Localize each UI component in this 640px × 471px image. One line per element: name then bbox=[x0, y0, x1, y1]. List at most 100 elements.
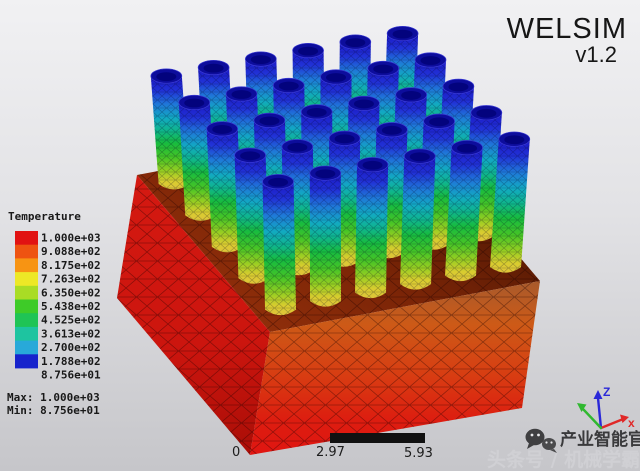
pin-top-cap-inner bbox=[401, 91, 422, 100]
legend-band bbox=[15, 354, 38, 369]
legend-band bbox=[15, 285, 38, 300]
pin-top-cap-inner bbox=[457, 143, 478, 153]
legend-value: 2.700e+02 bbox=[41, 341, 101, 354]
pin-top-cap-inner bbox=[315, 169, 336, 179]
pin-mesh bbox=[490, 139, 530, 273]
legend-value: 4.525e+02 bbox=[41, 314, 101, 327]
pin-mesh bbox=[234, 155, 270, 284]
pin-top-cap-inner bbox=[409, 152, 430, 162]
legend-value: 1.000e+03 bbox=[41, 232, 101, 245]
pin-fin bbox=[309, 165, 342, 307]
pin-fin bbox=[445, 140, 483, 282]
watermark-line2: 头条号 / 机械学霸 bbox=[487, 448, 640, 471]
legend-band bbox=[15, 340, 38, 355]
wechat-icon bbox=[525, 428, 557, 453]
legend-max: Max: 1.000e+03 bbox=[7, 391, 100, 404]
pin-top-cap-inner bbox=[345, 38, 366, 48]
pin-top-cap-inner bbox=[212, 125, 233, 134]
watermark-line1: 产业智能官 bbox=[560, 429, 640, 450]
app-brand: WELSIM v1.2 bbox=[507, 13, 627, 67]
legend-value: 7.263e+02 bbox=[41, 273, 101, 286]
pin-top-cap-inner bbox=[259, 116, 280, 126]
pin-top-cap-inner bbox=[203, 63, 224, 73]
legend-value: 1.788e+02 bbox=[41, 355, 101, 368]
legend-min: Min: 8.756e+01 bbox=[7, 404, 100, 417]
pin-top-cap-inner bbox=[278, 81, 299, 91]
app-version: v1.2 bbox=[575, 42, 617, 67]
pin-top-cap-inner bbox=[298, 46, 319, 56]
pin-mesh bbox=[445, 147, 483, 282]
legend-band bbox=[15, 231, 38, 246]
pin-top-cap-inner bbox=[240, 151, 261, 161]
base-right-mesh bbox=[250, 281, 540, 455]
pin-top-cap-inner bbox=[373, 64, 394, 74]
ruler-end-label: 5.93 bbox=[404, 446, 433, 461]
x-axis-label: x bbox=[628, 416, 635, 430]
pin-fin bbox=[262, 174, 297, 316]
heatsink-base-front-faces bbox=[117, 175, 540, 455]
pin-top-cap-inner bbox=[184, 98, 205, 108]
pin-fin-array bbox=[150, 25, 531, 316]
pin-top-cap-inner bbox=[381, 125, 402, 135]
ruler-mid-label: 2.97 bbox=[316, 445, 345, 460]
pin-top-cap-inner bbox=[156, 72, 177, 82]
legend-band bbox=[15, 258, 38, 273]
wechat-bubble-large-tail bbox=[527, 443, 534, 449]
pin-top-cap-inner bbox=[420, 56, 441, 65]
pin-fin bbox=[206, 121, 243, 253]
wechat-eye bbox=[530, 433, 534, 437]
legend-title: Temperature bbox=[8, 210, 81, 223]
pin-top-cap-inner bbox=[476, 108, 497, 118]
x-axis bbox=[599, 418, 624, 430]
z-axis bbox=[596, 396, 603, 430]
wechat-eye bbox=[550, 441, 553, 444]
pin-mesh bbox=[262, 181, 297, 316]
z-axis-label: Z bbox=[603, 385, 610, 399]
wechat-eye bbox=[545, 441, 548, 444]
pin-top-cap-inner bbox=[250, 55, 271, 65]
pin-fin bbox=[355, 157, 389, 299]
pin-top-cap-inner bbox=[362, 160, 383, 170]
pin-fin bbox=[234, 147, 270, 284]
pin-mesh bbox=[309, 173, 342, 307]
pin-mesh bbox=[400, 156, 436, 290]
pin-top-cap-inner bbox=[429, 117, 450, 127]
pin-top-cap-inner bbox=[392, 29, 413, 39]
legend-value: 5.438e+02 bbox=[41, 300, 101, 313]
pin-top-cap-inner bbox=[448, 82, 469, 92]
pin-mesh bbox=[206, 128, 243, 253]
pin-top-cap-inner bbox=[268, 177, 289, 187]
legend-value: 6.350e+02 bbox=[41, 286, 101, 299]
scale-ruler: 0 2.97 5.93 bbox=[232, 445, 433, 461]
wechat-bubble-small bbox=[542, 438, 556, 450]
scale-bar bbox=[330, 433, 425, 443]
legend-value: 9.088e+02 bbox=[41, 245, 101, 258]
legend-band bbox=[15, 244, 38, 259]
pin-top-cap-inner bbox=[326, 73, 347, 82]
watermark: 头条号 / 机械学霸 产业智能官 bbox=[487, 428, 640, 471]
x-axis-arrow-icon bbox=[620, 414, 629, 423]
pin-top-cap-inner bbox=[504, 135, 525, 145]
pin-top-cap-inner bbox=[334, 134, 355, 144]
legend-value: 8.756e+01 bbox=[41, 369, 101, 382]
pin-top-cap-inner bbox=[287, 142, 308, 152]
pin-top-cap-inner bbox=[306, 108, 327, 117]
legend-band bbox=[15, 313, 38, 328]
y-axis bbox=[581, 407, 603, 430]
pin-top-cap-inner bbox=[353, 99, 374, 109]
pin-mesh bbox=[355, 164, 389, 299]
ruler-start-label: 0 bbox=[232, 445, 240, 460]
pin-fin bbox=[490, 131, 531, 273]
wechat-bubble-small-tail bbox=[550, 449, 557, 453]
z-axis-arrow-icon bbox=[593, 390, 603, 399]
y-axis-arrow-icon bbox=[577, 403, 587, 412]
legend-value: 3.613e+02 bbox=[41, 327, 101, 340]
legend-band bbox=[15, 299, 38, 314]
wechat-eye bbox=[537, 433, 540, 437]
legend-color-bands bbox=[15, 231, 38, 369]
temperature-legend: Temperature 1.000e+039.088e+028.175e+027… bbox=[7, 210, 101, 417]
wechat-bubble-large bbox=[525, 428, 545, 446]
app-title: WELSIM bbox=[507, 13, 627, 45]
